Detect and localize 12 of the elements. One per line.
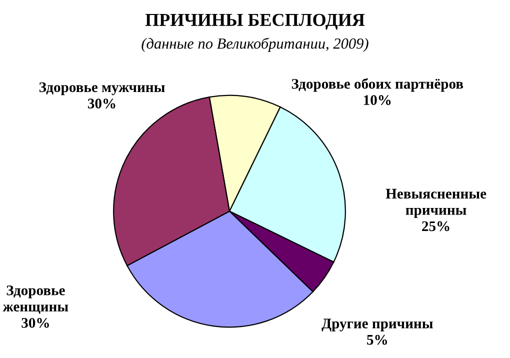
slice-label: Невыясненные причины (386, 188, 486, 218)
slice-label: Другие причины (322, 318, 433, 332)
chart-subtitle: (данные по Великобритании, 2009) (142, 38, 368, 52)
slice-label: Здоровье женщины (2, 285, 68, 314)
chart-title: ПРИЧИНЫ БЕСПЛОДИЯ (145, 14, 365, 30)
data-label: 5% (367, 334, 387, 345)
data-label: 10% (364, 95, 391, 106)
data-label: 25% (422, 221, 450, 232)
slice-label: Здоровье мужчины (39, 82, 165, 96)
data-label: 30% (88, 98, 116, 108)
data-label: 30% (22, 318, 49, 328)
slice-label: Здоровье обоих партнёров (292, 78, 464, 92)
